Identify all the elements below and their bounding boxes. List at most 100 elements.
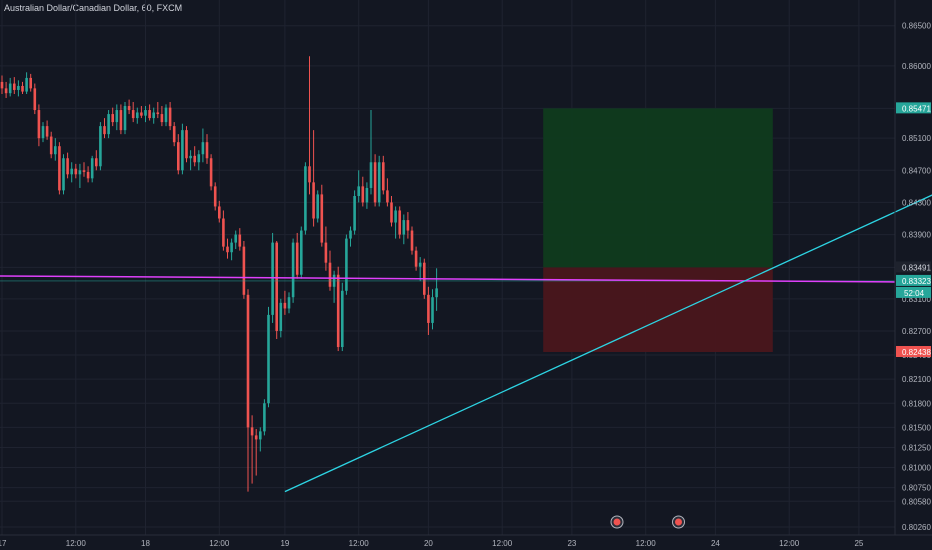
candle-body[interactable] [373, 162, 377, 203]
candle-body[interactable] [49, 136, 53, 155]
candle-body[interactable] [242, 246, 246, 295]
candle-body[interactable] [414, 250, 418, 267]
candle-body[interactable] [226, 246, 229, 253]
candle-body[interactable] [82, 170, 86, 172]
candle-body[interactable] [263, 403, 266, 432]
candle-body[interactable] [201, 142, 205, 155]
candle-body[interactable] [365, 187, 369, 203]
candle-body[interactable] [287, 297, 291, 309]
candle-body[interactable] [283, 302, 287, 309]
candle-body[interactable] [209, 158, 213, 187]
candle-body[interactable] [382, 162, 385, 191]
candle-body[interactable] [140, 112, 143, 116]
candle-body[interactable] [131, 110, 135, 119]
candle-body[interactable] [4, 88, 8, 94]
candle-body[interactable] [394, 210, 397, 223]
candle-body[interactable] [361, 186, 365, 203]
candle-body[interactable] [41, 126, 45, 139]
candle-body[interactable] [349, 230, 352, 239]
candle-body[interactable] [33, 88, 37, 111]
candle-body[interactable] [86, 171, 90, 179]
candle-body[interactable] [435, 288, 438, 298]
candle-body[interactable] [275, 242, 278, 331]
trend-line[interactable] [284, 142, 932, 493]
candle-body[interactable] [328, 262, 332, 287]
candle-body[interactable] [168, 107, 172, 127]
candle-body[interactable] [427, 294, 430, 323]
candle-body[interactable] [230, 242, 233, 253]
candle-body[interactable] [70, 168, 73, 175]
candle-body[interactable] [238, 234, 242, 247]
candle-body[interactable] [357, 186, 360, 197]
event-marker-icon[interactable] [613, 518, 621, 526]
candle-body[interactable] [377, 162, 381, 203]
candle-body[interactable] [205, 142, 209, 159]
candle-body[interactable] [148, 110, 151, 119]
candle-body[interactable] [390, 202, 393, 223]
candle-body[interactable] [316, 194, 319, 219]
candle-body[interactable] [74, 168, 78, 175]
candle-body[interactable] [254, 435, 258, 440]
candle-body[interactable] [107, 114, 110, 135]
candle-body[interactable] [152, 112, 155, 119]
candle-body[interactable] [25, 77, 28, 92]
candle-body[interactable] [222, 218, 225, 247]
candle-body[interactable] [418, 262, 422, 267]
candle-body[interactable] [58, 146, 61, 191]
candle-body[interactable] [308, 166, 311, 183]
candle-body[interactable] [213, 186, 217, 207]
candle-body[interactable] [345, 238, 348, 291]
candle-body[interactable] [177, 142, 180, 171]
candle-body[interactable] [197, 154, 201, 163]
candle-body[interactable] [156, 112, 160, 115]
candle-body[interactable] [127, 106, 131, 111]
candle-body[interactable] [234, 234, 237, 243]
candle-body[interactable] [291, 242, 295, 298]
candle-body[interactable] [136, 112, 139, 119]
candle-body[interactable] [13, 83, 16, 90]
candle-body[interactable] [279, 302, 283, 331]
candle-body[interactable] [406, 220, 410, 231]
candle-body[interactable] [160, 114, 164, 123]
candle-body[interactable] [295, 242, 299, 275]
candle-body[interactable] [369, 162, 373, 188]
candle-body[interactable] [193, 155, 196, 163]
candle-body[interactable] [45, 126, 49, 137]
candle-body[interactable] [115, 110, 119, 123]
candle-body[interactable] [246, 294, 250, 428]
candle-body[interactable] [99, 126, 102, 167]
candle-body[interactable] [181, 130, 184, 171]
candle-body[interactable] [8, 83, 12, 94]
candle-body[interactable] [259, 431, 262, 440]
candle-body[interactable] [123, 106, 127, 131]
candle-body[interactable] [218, 206, 221, 219]
candle-body[interactable] [185, 130, 188, 159]
candle-body[interactable] [66, 158, 69, 175]
candle-body[interactable] [353, 196, 356, 231]
candle-body[interactable] [189, 155, 192, 159]
candle-body[interactable] [336, 274, 340, 348]
candle-body[interactable] [17, 85, 20, 90]
candle-body[interactable] [250, 427, 254, 436]
candle-body[interactable] [0, 81, 4, 89]
candle-body[interactable] [62, 158, 65, 191]
candle-body[interactable] [95, 158, 98, 167]
candle-body[interactable] [78, 170, 82, 175]
candle-body[interactable] [54, 146, 57, 155]
candle-body[interactable] [103, 126, 106, 135]
candle-body[interactable] [300, 230, 303, 275]
candle-body[interactable] [164, 107, 168, 123]
candle-body[interactable] [29, 77, 32, 89]
candle-body[interactable] [324, 242, 328, 263]
candle-body[interactable] [312, 182, 315, 219]
candle-body[interactable] [37, 110, 41, 139]
candle-body[interactable] [90, 158, 94, 179]
candle-body[interactable] [386, 190, 389, 203]
candle-body[interactable] [402, 220, 406, 235]
candle-body[interactable] [320, 194, 324, 243]
candle-body[interactable] [304, 166, 307, 231]
candle-body[interactable] [431, 297, 434, 323]
candle-body[interactable] [119, 110, 123, 131]
candle-body[interactable] [111, 114, 114, 123]
